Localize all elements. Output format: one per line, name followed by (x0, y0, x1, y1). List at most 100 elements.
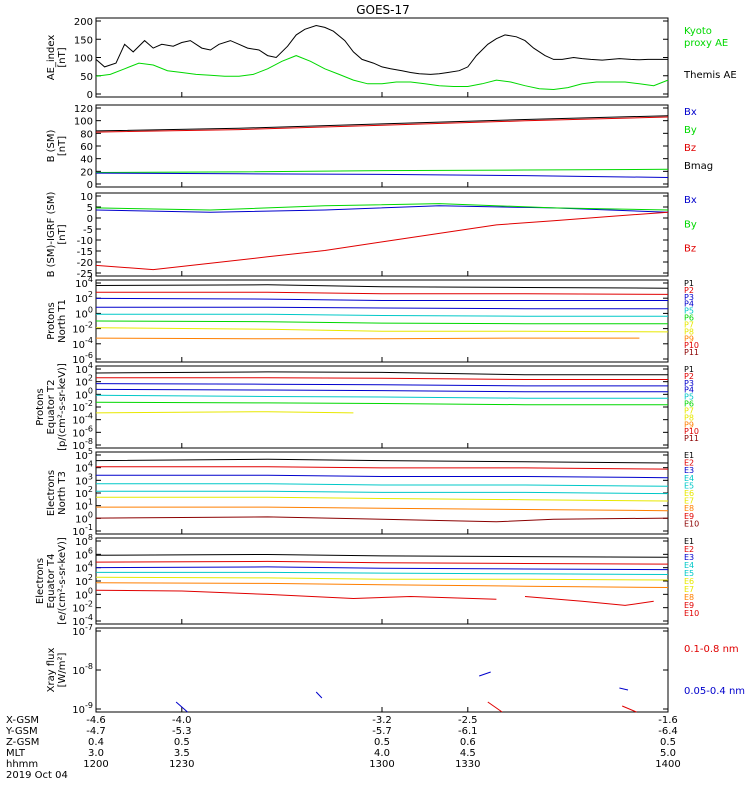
legend-entry: E1 (684, 451, 694, 460)
ephemeris-value: -6.4 (658, 726, 678, 737)
y-tick-label: 100 (74, 117, 93, 128)
series-by (95, 168, 669, 173)
y-axis-label: Protons (35, 388, 46, 425)
legend-entry: E7 (684, 585, 694, 594)
ephemeris-row-label: Z-GSM (6, 737, 39, 748)
y-axis-label: AE_index (46, 35, 57, 81)
series-p2 (96, 377, 668, 380)
y-tick-label: 80 (80, 129, 93, 140)
legend-entry: 0.1-0.8 nm (684, 644, 739, 655)
ephemeris-value: -5.7 (372, 726, 392, 737)
y-tick-label: 5 (87, 203, 93, 214)
legend-entry: E4 (684, 561, 694, 570)
series-p3 (95, 383, 668, 387)
panel-frame (95, 17, 669, 98)
y-axis-label: North T1 (57, 299, 68, 343)
series-kyoto-proxy-ae (95, 55, 669, 91)
legend-entry: Kyoto (684, 26, 712, 37)
series-by (95, 203, 669, 211)
legend-entry: P5 (684, 393, 694, 402)
legend-entry: P7 (684, 320, 694, 329)
legend-entry: By (684, 219, 697, 230)
y-axis-label: [W/m²] (57, 652, 68, 687)
ephemeris-value: 3.0 (88, 748, 104, 759)
legend-entry: E3 (684, 466, 694, 475)
y-tick-label: 10 (80, 192, 93, 203)
series-b2 (315, 691, 323, 699)
series-e8 (96, 506, 669, 512)
series-e10 (95, 516, 669, 523)
ephemeris-value: -3.2 (372, 715, 392, 726)
y-axis-label: Equator T2 (46, 380, 57, 435)
ephemeris-value: -5.3 (172, 726, 192, 737)
legend-entry: P3 (684, 293, 694, 302)
ephemeris-value: 0.5 (174, 737, 190, 748)
series-e9 (95, 589, 497, 600)
legend-entry: E4 (684, 474, 694, 483)
legend-entry: P1 (684, 365, 694, 374)
series-p1 (95, 371, 668, 376)
legend-entry: E6 (684, 489, 694, 498)
panel-frame (95, 537, 669, 625)
series-e4 (96, 571, 669, 575)
series-bz (95, 116, 669, 133)
legend-entry: E5 (684, 569, 694, 578)
series-p4 (95, 388, 668, 393)
legend-entry: Themis AE (683, 70, 737, 81)
legend-entry: P4 (684, 300, 694, 309)
legend-entry: Bz (684, 143, 696, 154)
series-themis-ae (95, 24, 668, 75)
ephemeris-value: -4.6 (86, 715, 106, 726)
panel-frame (95, 192, 669, 277)
legend-entry: P5 (684, 307, 694, 316)
legend-entry: 0.05-0.4 nm (684, 686, 745, 697)
ephemeris-value: 1300 (369, 759, 394, 770)
series-b4 (619, 687, 629, 691)
y-axis-label: [e/(cm²-s-sr-keV)] (57, 537, 68, 625)
y-tick-label: -25 (77, 269, 93, 280)
legend-entry: P11 (684, 434, 699, 443)
y-axis-label: Xray flux (46, 648, 57, 693)
y-tick-label: 40 (80, 155, 93, 166)
ephemeris-row-label: Y-GSM (5, 726, 38, 737)
ephemeris-row-label: X-GSM (6, 715, 39, 726)
legend-entry: P7 (684, 406, 694, 415)
legend-entry: E8 (684, 504, 694, 513)
y-tick-label: -10 (77, 236, 93, 247)
legend-entry: E1 (684, 537, 694, 546)
series-e5 (96, 490, 669, 495)
legend-entry: E5 (684, 481, 694, 490)
ephemeris-value: -1.6 (658, 715, 678, 726)
legend-entry: P10 (684, 341, 699, 350)
legend-entry: E2 (684, 545, 694, 554)
legend-entry: Bx (684, 195, 697, 206)
series-e2 (95, 560, 669, 565)
ephemeris-row-label: hhmm (6, 759, 38, 770)
legend-entry: E6 (684, 577, 694, 586)
series-p7 (95, 327, 669, 333)
legend-entry: P8 (684, 413, 694, 422)
y-tick-label: 20 (80, 167, 93, 178)
y-axis-label: North T3 (57, 471, 68, 515)
legend-entry: P2 (684, 372, 694, 381)
series-e1 (95, 458, 669, 464)
legend-entry: P1 (684, 279, 694, 288)
y-tick-label: 0 (87, 90, 93, 101)
ephemeris-value: -2.5 (458, 715, 478, 726)
series-bmag (95, 115, 669, 132)
series-r1 (487, 701, 503, 713)
legend-entry: P11 (684, 348, 699, 357)
ephemeris-value: 3.5 (174, 748, 190, 759)
series-r2 (622, 705, 637, 713)
series-b3 (479, 671, 491, 677)
series-p3 (95, 297, 668, 301)
y-axis-label: Electrons (35, 558, 46, 604)
